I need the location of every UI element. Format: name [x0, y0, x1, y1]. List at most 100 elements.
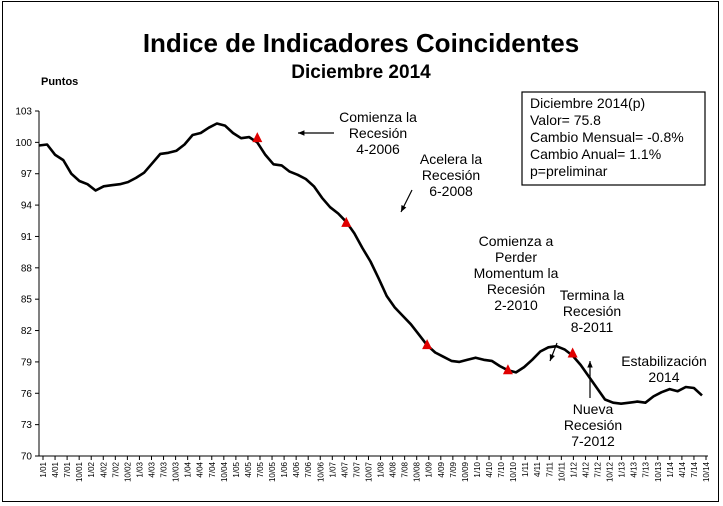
x-tick-label: 7/14 — [690, 461, 699, 477]
event-marker — [252, 132, 263, 143]
series-group — [38, 122, 703, 405]
x-tick-label: 7/03 — [160, 461, 169, 477]
x-tick-label: 4/05 — [244, 461, 253, 477]
info-box-line: Diciembre 2014(p) — [530, 95, 645, 111]
x-tick-label: 1/14 — [666, 461, 675, 477]
x-tick-label: 1/07 — [328, 461, 337, 477]
x-tick-label: 10/07 — [364, 461, 373, 482]
x-tick-label: 10/14 — [702, 461, 711, 482]
x-tick-label: 10/08 — [413, 461, 422, 482]
annotation-text: Termina la — [560, 287, 625, 303]
event-marker — [341, 216, 352, 227]
x-tick-label: 7/09 — [449, 461, 458, 477]
annotation-text: Recesión — [564, 417, 622, 433]
y-tick-label: 94 — [21, 201, 33, 212]
annotation-text: Comienza la — [339, 109, 417, 125]
annotation-text: Recesión — [563, 303, 621, 319]
x-tick-label: 1/12 — [569, 461, 578, 477]
y-axis-label: Puntos — [41, 76, 78, 88]
x-tick-label: 1/05 — [232, 461, 241, 477]
x-tick-label: 1/11 — [521, 461, 530, 477]
x-tick-label: 10/04 — [220, 461, 229, 482]
x-tick-label: 4/01 — [51, 461, 60, 477]
info-box-line: p=preliminar — [530, 163, 608, 179]
x-tick-label: 4/09 — [437, 461, 446, 477]
x-tick-label: 10/02 — [123, 461, 132, 482]
event-marker — [567, 347, 578, 358]
x-tick-label: 1/13 — [618, 461, 627, 477]
x-tick-label: 4/07 — [340, 461, 349, 477]
event-marker — [502, 364, 513, 375]
x-tick-label: 4/14 — [678, 461, 687, 477]
x-tick-label: 4/04 — [196, 461, 205, 477]
x-tick-label: 1/03 — [135, 461, 144, 477]
chart-subtitle: Diciembre 2014 — [291, 62, 431, 83]
y-tick-label: 73 — [21, 420, 33, 431]
y-tick-label: 85 — [21, 295, 33, 306]
chart-title: Indice de Indicadores Coincidentes — [143, 28, 579, 58]
x-tick-label: 10/05 — [268, 461, 277, 482]
x-tick-label: 4/08 — [389, 461, 398, 477]
x-tick-label: 7/02 — [111, 461, 120, 477]
arrow-head — [549, 354, 555, 361]
annotation-text: Estabilización — [621, 353, 707, 369]
x-tick-label: 4/12 — [581, 461, 590, 477]
y-tick-label: 88 — [21, 263, 33, 274]
x-tick-label: 7/12 — [594, 461, 603, 477]
x-tick-label: 7/07 — [352, 461, 361, 477]
x-tick-label: 10/11 — [557, 461, 566, 481]
annotation-text: 6-2008 — [429, 183, 473, 199]
x-tick-label: 7/08 — [401, 461, 410, 477]
x-tick-label: 7/01 — [63, 461, 72, 477]
x-tick-label: 10/09 — [461, 461, 470, 482]
x-tick-label: 1/04 — [184, 461, 193, 477]
annotation-text: 2-2010 — [494, 297, 538, 313]
annotation-text: 2014 — [648, 369, 679, 385]
annotation-text: Comienza a — [479, 233, 554, 249]
annotation-text: 4-2006 — [356, 141, 400, 157]
x-tick-label: 1/06 — [280, 461, 289, 477]
annotation-text: Perder — [495, 249, 537, 265]
annotation-text: 8-2011 — [571, 319, 614, 335]
x-tick-label: 10/12 — [606, 461, 615, 482]
y-tick-label: 91 — [21, 232, 33, 243]
x-tick-label: 1/09 — [425, 461, 434, 477]
x-tick-label: 4/02 — [99, 461, 108, 477]
x-tick-label: 10/13 — [654, 461, 663, 482]
x-tick-label: 7/04 — [208, 461, 217, 477]
x-tick-label: 7/05 — [256, 461, 265, 477]
y-tick-label: 103 — [15, 107, 32, 118]
info-box-line: Cambio Anual= 1.1% — [530, 146, 661, 162]
x-tick-label: 4/13 — [630, 461, 639, 477]
x-tick-label: 1/10 — [473, 461, 482, 477]
arrow-head — [587, 361, 593, 368]
annotation-text: Recesión — [422, 167, 480, 183]
y-tick-label: 79 — [21, 357, 33, 368]
annotation-text: Recesión — [349, 125, 407, 141]
x-tick-label: 7/06 — [304, 461, 313, 477]
x-tick-label: 7/10 — [497, 461, 506, 477]
x-tick-label: 10/06 — [316, 461, 325, 482]
x-tick-label: 4/06 — [292, 461, 301, 477]
arrow-head — [401, 205, 407, 212]
arrow-head — [298, 130, 305, 136]
event-marker — [422, 339, 433, 350]
y-tick-label: 97 — [21, 169, 33, 180]
x-tick-label: 1/01 — [39, 461, 48, 477]
x-tick-label: 10/10 — [509, 461, 518, 482]
info-box-line: Valor= 75.8 — [530, 112, 601, 128]
x-tick-label: 4/03 — [147, 461, 156, 477]
annotation-text: Nueva — [573, 401, 614, 417]
x-tick-label: 1/08 — [377, 461, 386, 477]
x-tick-label: 10/01 — [75, 461, 84, 482]
annotation-text: Recesión — [487, 281, 545, 297]
y-tick-label: 82 — [21, 326, 33, 337]
x-tick-label: 4/10 — [485, 461, 494, 477]
x-tick-label: 7/11 — [545, 461, 554, 477]
y-tick-label: 70 — [21, 452, 33, 463]
